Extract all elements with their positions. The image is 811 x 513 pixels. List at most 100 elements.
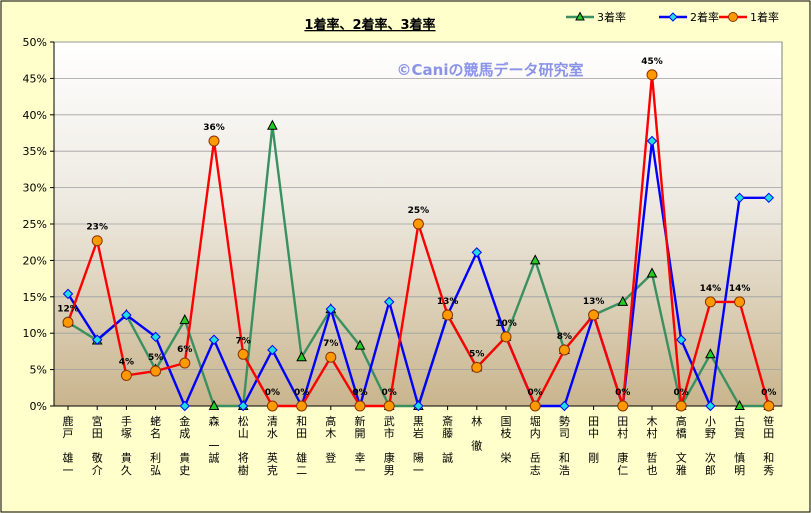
data-label: 14% — [700, 284, 722, 294]
data-point — [471, 361, 483, 373]
x-tick-label: 高木 登 — [325, 414, 336, 465]
x-tick-label: 手塚 貴久 — [121, 414, 132, 477]
x-tick-label: 木村 哲也 — [647, 415, 658, 477]
data-point — [705, 348, 716, 359]
data-point — [763, 400, 775, 412]
data-label: 7% — [236, 336, 251, 346]
data-label: 0% — [674, 388, 689, 398]
data-point — [91, 334, 103, 345]
series-2 — [62, 135, 775, 412]
data-point — [413, 400, 424, 412]
y-tick-label: 25% — [23, 218, 47, 231]
data-point — [559, 400, 570, 412]
data-label: 5% — [469, 349, 484, 359]
data-point — [675, 334, 687, 345]
data-label: 0% — [528, 388, 543, 398]
x-tick-label: 笹田 和秀 — [763, 415, 774, 477]
legend-marker — [728, 12, 738, 22]
y-tick-label: 35% — [23, 145, 47, 158]
data-point — [646, 135, 658, 147]
x-tick-label: 斎藤 誠 — [442, 414, 453, 465]
data-point — [267, 344, 278, 356]
data-point — [704, 296, 716, 308]
data-label: 0% — [761, 388, 776, 398]
legend-label: 1着率 — [750, 10, 779, 24]
x-tick-label: 和田 雄二 — [296, 415, 307, 477]
data-point — [734, 399, 745, 410]
data-point — [91, 235, 103, 247]
data-point — [705, 400, 716, 412]
data-point — [529, 400, 541, 412]
x-tick-label: 松山 将樹 — [238, 414, 249, 477]
data-point — [208, 399, 220, 410]
data-point — [325, 351, 337, 363]
data-point — [617, 400, 629, 412]
data-point — [179, 314, 191, 325]
x-tick-label: 新開 幸一 — [355, 414, 366, 477]
data-point — [296, 351, 307, 362]
data-point — [266, 400, 278, 412]
data-label: 5% — [148, 353, 163, 363]
data-labels: 12% 23% 4% 5% 6% 36% 7% 0% 0% 7% 0% 0% 25% 13% 5% 10% 0%… — [57, 57, 776, 398]
data-point — [296, 400, 308, 412]
data-point — [208, 334, 220, 345]
data-point — [208, 135, 220, 147]
legend-marker — [575, 11, 585, 21]
data-label: 0% — [615, 388, 630, 398]
data-label: 0% — [382, 388, 397, 398]
data-label: 45% — [641, 57, 663, 67]
data-point — [150, 365, 162, 377]
data-point — [412, 218, 424, 230]
data-point — [325, 303, 337, 315]
data-point — [646, 267, 658, 278]
data-label: 0% — [352, 388, 367, 398]
x-tick-label: 清水 英克 — [267, 415, 278, 477]
data-label: 7% — [323, 339, 338, 349]
data-point — [558, 344, 570, 356]
x-tick-label: 田村 康仁 — [617, 415, 628, 477]
data-label: 13% — [583, 297, 605, 307]
y-tick-label: 15% — [23, 291, 47, 304]
data-point — [675, 400, 687, 412]
data-point — [237, 348, 249, 360]
data-point — [121, 309, 132, 321]
data-point — [383, 400, 395, 412]
data-label: 14% — [729, 284, 751, 294]
data-label: 4% — [119, 357, 134, 367]
y-tick-label: 5% — [30, 364, 47, 377]
x-tick-label: 森 一誠 — [209, 414, 220, 465]
gridlines — [54, 41, 782, 371]
x-tick-label: 堀内 岳志 — [530, 415, 541, 477]
y-tick-label: 50% — [23, 36, 47, 49]
x-tick-label: 金成 貴史 — [179, 414, 190, 477]
x-tick-label: 高橋 文雅 — [676, 414, 687, 477]
data-point — [150, 331, 161, 343]
x-tick-label: 林 徹 — [471, 414, 482, 452]
y-tick-label: 10% — [23, 327, 47, 340]
x-tick-label: 勢司 和浩 — [559, 414, 570, 477]
x-tick-label: 小野 次郎 — [705, 415, 716, 477]
data-point — [471, 247, 483, 258]
y-axis: 0% 5% 10% 15% 20% 25% 30% 35% 40% 45% 50% — [23, 36, 55, 413]
legend-item: 2着率 — [659, 10, 719, 24]
data-point — [734, 192, 745, 203]
legend-marker — [668, 12, 678, 22]
data-point — [354, 339, 366, 350]
y-tick-label: 45% — [23, 72, 47, 85]
data-label: 12% — [57, 304, 79, 314]
data-point — [442, 309, 454, 321]
x-tick-label: 武市 康男 — [384, 415, 395, 477]
data-point — [500, 331, 512, 343]
data-point — [646, 69, 658, 81]
data-label: 13% — [437, 297, 459, 307]
y-tick-label: 0% — [30, 400, 47, 413]
data-point — [267, 119, 278, 130]
series-layer — [62, 69, 775, 412]
x-tick-label: 国枝 栄 — [501, 415, 512, 465]
data-point — [179, 357, 191, 369]
legend-item: 1着率 — [719, 10, 779, 24]
series-3 — [62, 69, 775, 412]
legend: 3着率 2着率 1着率 — [566, 10, 779, 24]
